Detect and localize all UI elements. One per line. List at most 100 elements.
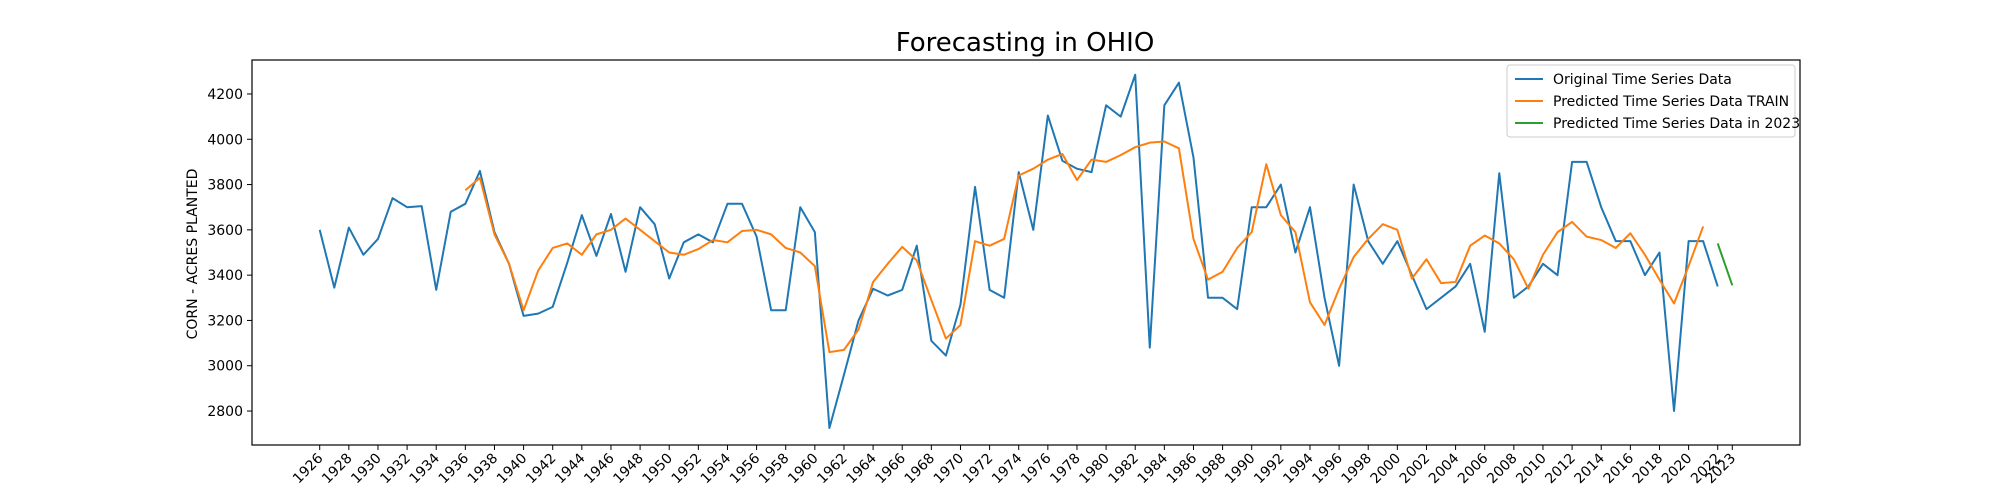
data-point-series-2 (1222, 271, 1224, 273)
data-point-series-3 (1731, 284, 1733, 286)
data-point-series-2 (1178, 147, 1180, 149)
data-point-series-2 (959, 324, 961, 326)
data-point-series-2 (1149, 142, 1151, 144)
data-point-series-1 (625, 271, 627, 273)
data-point-series-1 (959, 304, 961, 306)
data-point-series-2 (493, 233, 495, 235)
data-point-series-1 (1222, 297, 1224, 299)
data-point-series-2 (1207, 279, 1209, 281)
y-tick-label: 3000 (207, 359, 243, 375)
data-point-series-1 (756, 236, 758, 238)
data-point-series-2 (785, 247, 787, 249)
y-tick-label: 3600 (207, 223, 243, 239)
data-point-series-2 (1192, 238, 1194, 240)
data-point-series-1 (1425, 308, 1427, 310)
data-point-series-2 (1061, 153, 1063, 155)
y-axis-label: CORN - ACRES PLANTED (185, 169, 201, 340)
data-point-series-1 (974, 186, 976, 188)
data-point-series-1 (828, 427, 830, 429)
data-point-series-1 (1003, 297, 1005, 299)
data-point-series-1 (537, 313, 539, 315)
data-point-series-2 (1338, 288, 1340, 290)
data-point-series-1 (392, 197, 394, 199)
data-point-series-1 (799, 206, 801, 208)
data-point-series-1 (581, 214, 583, 216)
data-point-series-1 (1557, 274, 1559, 276)
data-point-series-1 (741, 203, 743, 205)
data-point-series-1 (1149, 347, 1151, 349)
data-point-series-1 (1440, 297, 1442, 299)
data-point-series-2 (945, 338, 947, 340)
data-point-series-1 (843, 374, 845, 376)
data-point-series-2 (1032, 168, 1034, 170)
data-point-series-1 (1484, 331, 1486, 333)
data-point-series-2 (1163, 141, 1165, 143)
data-point-series-1 (697, 233, 699, 235)
data-point-series-2 (1382, 223, 1384, 225)
data-point-series-1 (1294, 252, 1296, 254)
data-point-series-2 (683, 254, 685, 256)
data-point-series-1 (610, 213, 612, 215)
y-tick-label: 3400 (207, 268, 243, 284)
data-point-series-1 (1178, 82, 1180, 84)
data-point-series-2 (1527, 288, 1529, 290)
data-point-series-2 (1600, 239, 1602, 241)
data-point-series-1 (595, 255, 597, 257)
data-point-series-2 (639, 229, 641, 231)
data-point-series-2 (1615, 247, 1617, 249)
data-point-series-2 (1425, 258, 1427, 260)
data-point-series-1 (945, 355, 947, 357)
data-point-series-2 (1105, 161, 1107, 163)
data-point-series-2 (887, 263, 889, 265)
data-point-series-1 (1396, 240, 1398, 242)
series-line-1 (318, 73, 1719, 430)
y-tick-label: 3800 (207, 178, 243, 194)
data-point-series-2 (1134, 146, 1136, 148)
data-point-series-2 (508, 263, 510, 265)
data-point-series-1 (1120, 116, 1122, 118)
data-point-series-1 (566, 262, 568, 264)
data-point-series-2 (1658, 279, 1660, 281)
data-point-series-2 (916, 259, 918, 261)
data-point-series-2 (1673, 302, 1675, 304)
data-point-series-2 (1309, 301, 1311, 303)
data-point-series-2 (858, 329, 860, 331)
data-point-series-2 (974, 240, 976, 242)
data-point-series-1 (858, 319, 860, 321)
data-point-series-2 (668, 252, 670, 254)
data-point-series-2 (610, 229, 612, 231)
data-point-series-2 (1513, 258, 1515, 260)
data-point-series-2 (581, 254, 583, 256)
data-point-series-2 (741, 230, 743, 232)
data-point-series-1 (1280, 184, 1282, 186)
data-point-series-1 (683, 241, 685, 243)
data-point-series-1 (1324, 297, 1326, 299)
data-point-series-2 (1469, 245, 1471, 247)
data-point-series-1 (930, 340, 932, 342)
data-point-series-2 (1251, 231, 1253, 233)
data-point-series-2 (1091, 159, 1093, 161)
data-point-series-1 (377, 238, 379, 240)
data-point-series-2 (552, 247, 554, 249)
data-point-series-2 (654, 240, 656, 242)
data-point-series-2 (1120, 154, 1122, 156)
data-point-series-2 (756, 229, 758, 231)
data-point-series-1 (668, 278, 670, 280)
data-point-series-2 (1411, 278, 1413, 280)
data-point-series-1 (348, 227, 350, 229)
data-point-series-2 (479, 177, 481, 179)
data-point-series-1 (1658, 252, 1660, 254)
data-point-series-2 (1265, 163, 1267, 165)
data-point-series-1 (1061, 160, 1063, 162)
data-point-series-1 (814, 231, 816, 233)
data-point-series-1 (1091, 171, 1093, 173)
data-point-series-2 (464, 189, 466, 191)
data-point-series-2 (1396, 229, 1398, 231)
data-point-series-1 (1163, 104, 1165, 106)
data-point-series-2 (989, 245, 991, 247)
data-point-series-2 (1003, 238, 1005, 240)
data-point-series-1 (362, 254, 364, 256)
axes-frame (251, 59, 1801, 446)
y-tick-label: 4200 (207, 87, 243, 103)
